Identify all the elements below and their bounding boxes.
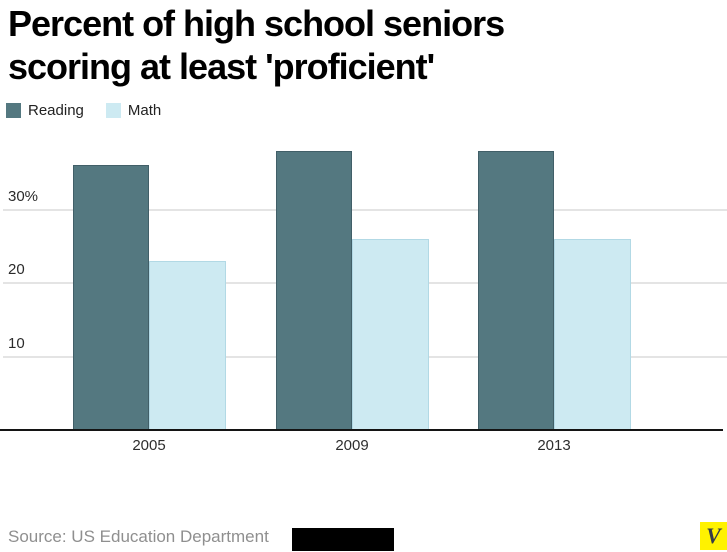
source-text: Source: US Education Department — [8, 527, 269, 546]
bar-math-2005 — [149, 260, 226, 430]
x-axis-line — [0, 429, 723, 431]
redaction-box — [292, 528, 394, 551]
y-axis-tick-30: 30% — [8, 187, 39, 205]
y-axis-tick-20: 20 — [8, 261, 25, 278]
bar-reading-2013 — [477, 150, 554, 430]
gridline-30 — [3, 208, 727, 211]
legend-label-math: Math — [127, 102, 162, 119]
chart-title: Percent of high school seniors scoring a… — [8, 2, 505, 88]
x-axis-label-2005: 2005 — [132, 437, 166, 454]
vox-logo-letter: V — [706, 523, 721, 548]
bar-reading-2009 — [275, 150, 352, 430]
legend-item-reading: Reading — [6, 102, 84, 119]
chart-title-line-2: scoring at least 'proficient' — [8, 46, 435, 87]
bar-reading-2005 — [72, 165, 149, 430]
legend-swatch-reading — [6, 103, 21, 118]
legend-swatch-math — [105, 103, 121, 118]
legend: Reading Math — [6, 102, 161, 119]
x-axis-label-2009: 2009 — [335, 437, 369, 454]
chart-title-line-1: Percent of high school seniors — [8, 3, 505, 44]
bar-math-2013 — [554, 238, 631, 430]
y-axis-tick-10: 10 — [8, 334, 25, 352]
x-axis-label-2013: 2013 — [537, 437, 571, 454]
bar-math-2009 — [352, 238, 429, 430]
legend-label-reading: Reading — [28, 102, 84, 119]
vox-logo: V — [700, 522, 727, 550]
legend-item-math: Math — [105, 102, 162, 119]
